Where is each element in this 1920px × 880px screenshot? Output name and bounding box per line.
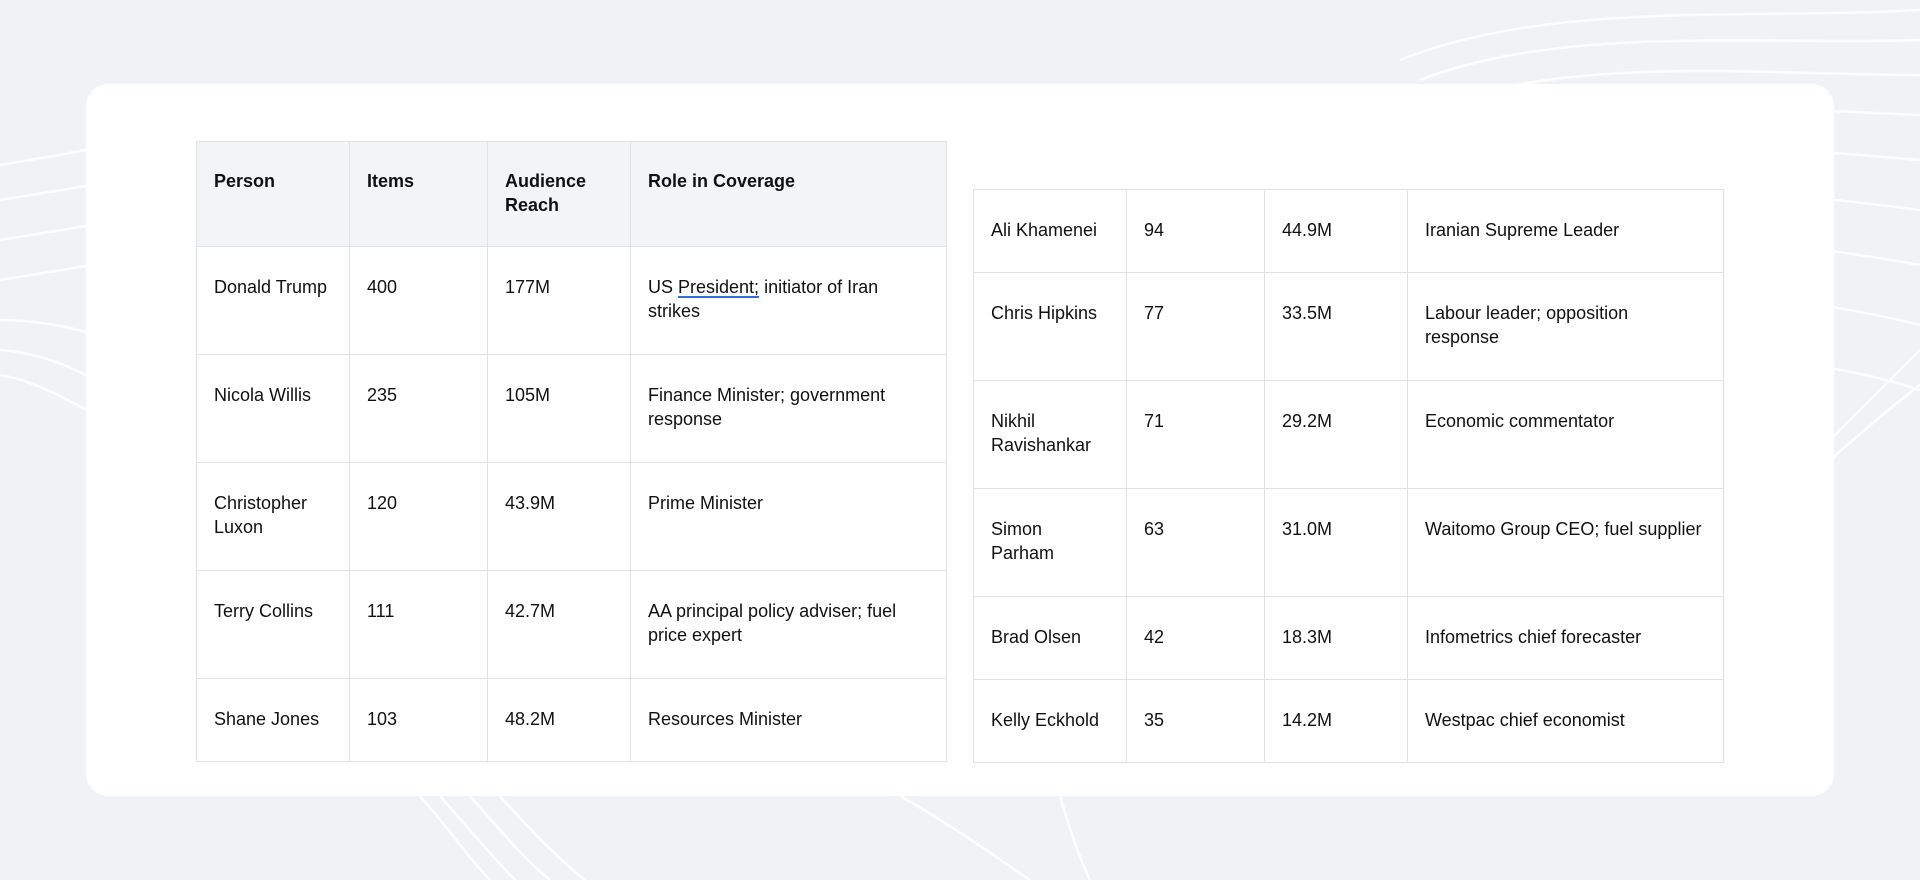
header-person: Person [196,141,350,247]
table-row: Terry Collins 111 42.7M AA principal pol… [196,570,947,679]
cell-person: Ali Khamenei [973,189,1127,273]
cell-reach: 29.2M [1264,380,1408,489]
cell-person: Terry Collins [196,570,350,679]
cell-person: Nicola Willis [196,354,350,463]
cell-person: Shane Jones [196,678,350,762]
people-table-left: Person Items Audience Reach Role in Cove… [196,141,947,762]
cell-items: 35 [1126,679,1265,763]
cell-role: Waitomo Group CEO; fuel supplier [1407,488,1724,597]
cell-items: 111 [349,570,488,679]
cell-role: Labour leader; opposition response [1407,272,1724,381]
table-row: Nicola Willis 235 105M Finance Minister;… [196,354,947,463]
table-row: Shane Jones 103 48.2M Resources Minister [196,678,947,762]
cell-reach: 43.9M [487,462,631,571]
table-row: Simon Parham 63 31.0M Waitomo Group CEO;… [973,488,1724,597]
table-header-row: Person Items Audience Reach Role in Cove… [196,141,947,247]
table-row: Christopher Luxon 120 43.9M Prime Minist… [196,462,947,571]
header-audience-reach: Audience Reach [487,141,631,247]
table-row: Chris Hipkins 77 33.5M Labour leader; op… [973,272,1724,381]
cell-reach: 44.9M [1264,189,1408,273]
cell-items: 103 [349,678,488,762]
table-row: Kelly Eckhold 35 14.2M Westpac chief eco… [973,679,1724,763]
cell-role: Resources Minister [630,678,947,762]
role-suffix: initiator of Iran strikes [648,277,879,321]
cell-person: Simon Parham [973,488,1127,597]
cell-items: 77 [1126,272,1265,381]
cell-role: US President; initiator of Iran strikes [630,246,947,355]
cell-reach: 105M [487,354,631,463]
cell-role: Infometrics chief forecaster [1407,596,1724,680]
role-link[interactable]: President; [678,277,760,297]
cell-role: Economic commentator [1407,380,1724,489]
cell-person: Nikhil Ravishankar [973,380,1127,489]
cell-role: AA principal policy adviser; fuel price … [630,570,947,679]
cell-reach: 42.7M [487,570,631,679]
cell-role: Iranian Supreme Leader [1407,189,1724,273]
cell-person: Chris Hipkins [973,272,1127,381]
cell-person: Christopher Luxon [196,462,350,571]
cell-role: Finance Minister; government response [630,354,947,463]
cell-reach: 48.2M [487,678,631,762]
table-row: Brad Olsen 42 18.3M Infometrics chief fo… [973,596,1724,680]
cell-role: Prime Minister [630,462,947,571]
cell-items: 63 [1126,488,1265,597]
cell-items: 94 [1126,189,1265,273]
cell-reach: 18.3M [1264,596,1408,680]
cell-items: 235 [349,354,488,463]
table-row: Nikhil Ravishankar 71 29.2M Economic com… [973,380,1724,489]
cell-person: Donald Trump [196,246,350,355]
cell-items: 71 [1126,380,1265,489]
cell-items: 42 [1126,596,1265,680]
table-row: Ali Khamenei 94 44.9M Iranian Supreme Le… [973,189,1724,273]
people-table-right: Ali Khamenei 94 44.9M Iranian Supreme Le… [973,189,1724,763]
cell-items: 120 [349,462,488,571]
cell-reach: 14.2M [1264,679,1408,763]
header-role-in-coverage: Role in Coverage [630,141,947,247]
role-prefix: US [648,277,679,297]
cell-role: Westpac chief economist [1407,679,1724,763]
cell-reach: 31.0M [1264,488,1408,597]
cell-reach: 33.5M [1264,272,1408,381]
cell-reach: 177M [487,246,631,355]
cell-items: 400 [349,246,488,355]
cell-person: Brad Olsen [973,596,1127,680]
header-items: Items [349,141,488,247]
cell-person: Kelly Eckhold [973,679,1127,763]
table-row: Donald Trump 400 177M US President; init… [196,246,947,355]
